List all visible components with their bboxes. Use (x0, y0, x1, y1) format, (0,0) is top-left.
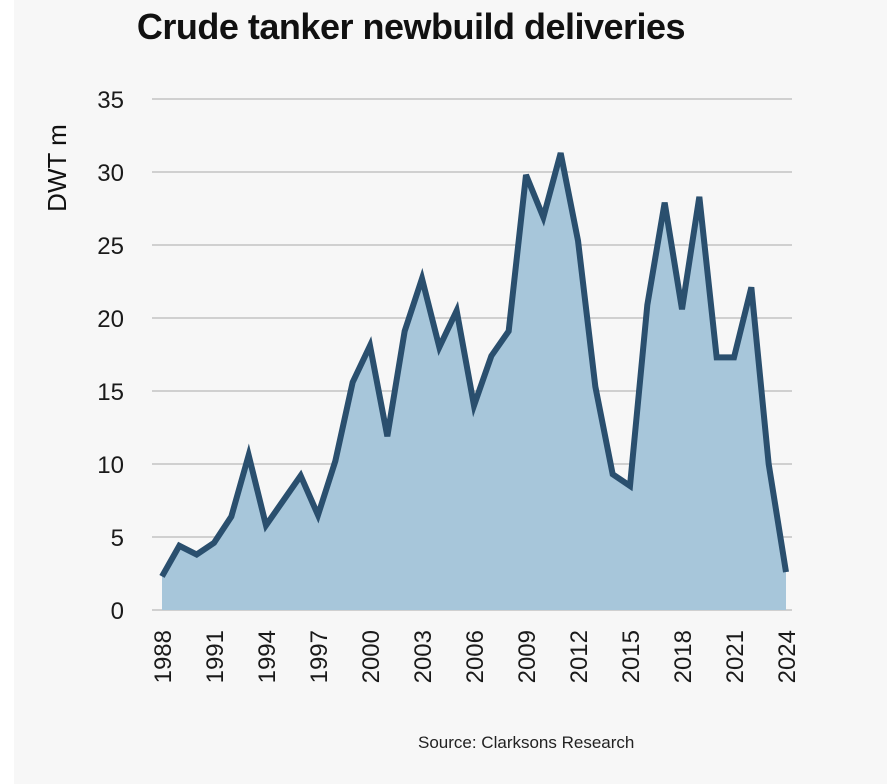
x-tick-label-2009: 2009 (514, 630, 541, 683)
x-tick-label-2012: 2012 (566, 630, 593, 683)
y-tick-label-0: 0 (111, 598, 124, 625)
y-axis-label: DWT m (42, 124, 72, 212)
x-tick-label-2015: 2015 (618, 630, 645, 683)
y-tick-label-35: 35 (97, 87, 124, 114)
chart-title: Crude tanker newbuild deliveries (136, 6, 686, 47)
y-tick-label-25: 25 (97, 233, 124, 260)
y-tick-label-5: 5 (111, 525, 124, 552)
x-tick-label-1997: 1997 (306, 630, 333, 683)
x-tick-label-2006: 2006 (462, 630, 489, 683)
y-tick-label-10: 10 (97, 452, 124, 479)
x-tick-label-2024: 2024 (774, 630, 801, 683)
x-tick-label-2003: 2003 (410, 630, 437, 683)
x-tick-label-2018: 2018 (670, 630, 697, 683)
source-note: Source: Clarksons Research (418, 733, 635, 752)
x-tick-label-1991: 1991 (202, 630, 229, 683)
x-tick-label-2021: 2021 (722, 630, 749, 683)
x-tick-label-1988: 1988 (150, 630, 177, 683)
y-tick-label-15: 15 (97, 379, 124, 406)
x-tick-label-1994: 1994 (254, 630, 281, 683)
y-tick-label-30: 30 (97, 160, 124, 187)
x-axis-ticks: 1988 1991 1994 1997 2000 2003 2006 2009 2012 2015… (150, 630, 801, 683)
y-tick-label-20: 20 (97, 306, 124, 333)
series-line (159, 152, 789, 578)
area-fill (162, 153, 786, 610)
x-tick-label-2000: 2000 (358, 630, 385, 683)
y-axis-ticks: 0 5 10 15 20 25 30 35 (97, 87, 124, 625)
